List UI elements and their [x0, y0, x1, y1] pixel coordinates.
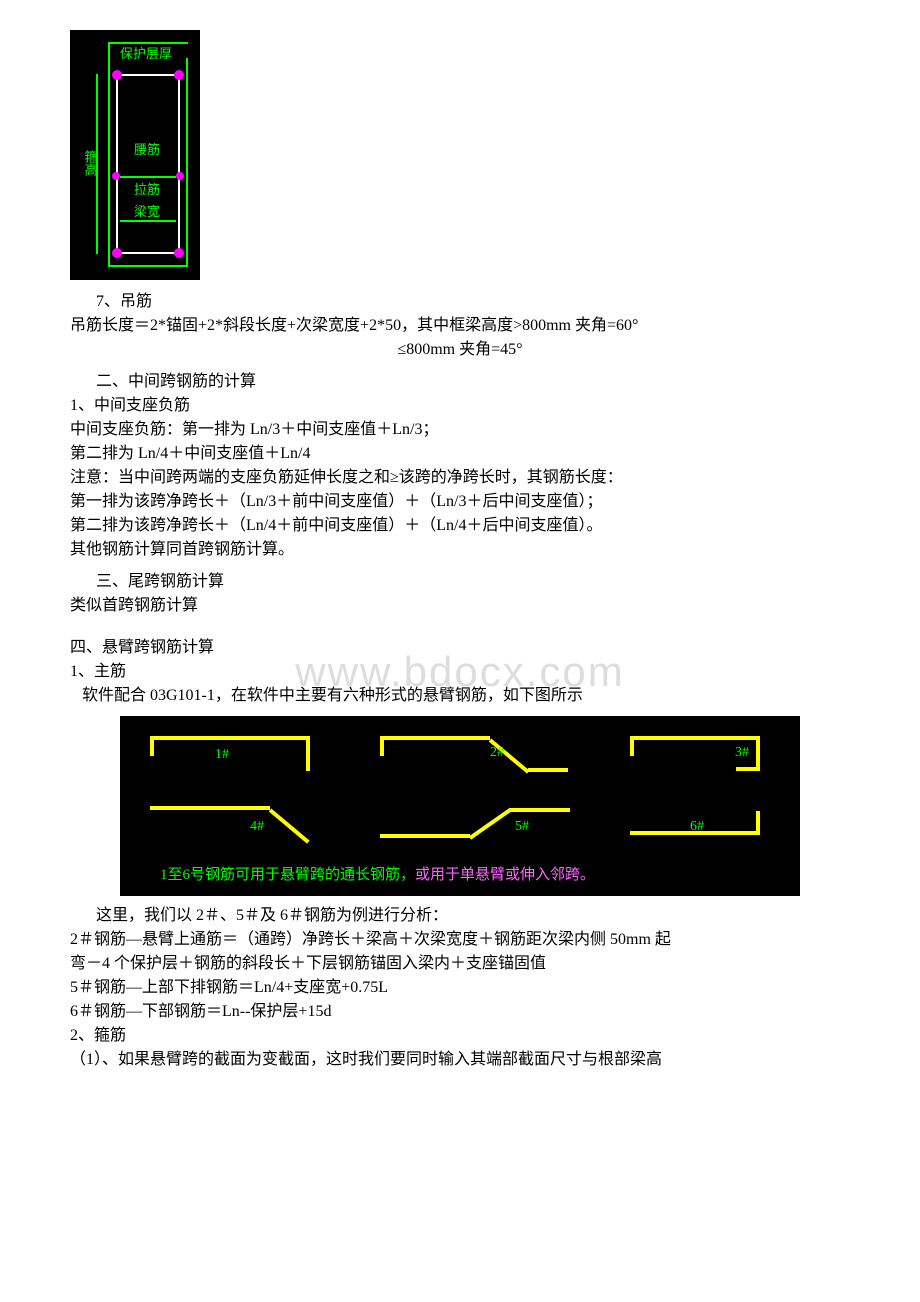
rebar-dot: [174, 248, 184, 258]
s2-item: 第二排为该跨净跨长＋（Ln/4＋前中间支座值）＋（Ln/4＋后中间支座值）。: [70, 514, 920, 538]
s2-item: 注意：当中间跨两端的支座负筋延伸长度之和≥该跨的净跨长时，其钢筋长度：: [70, 466, 920, 490]
s2-item: 第二排为 Ln/4＋中间支座值＋Ln/4: [70, 442, 920, 466]
bar: [736, 767, 760, 771]
s2-item: 其他钢筋计算同首跨钢筋计算。: [70, 538, 920, 562]
s2-item: 1、中间支座负筋: [70, 394, 920, 418]
analysis-line: 2＃钢筋—悬臂上通筋＝（通跨）净跨长＋梁高＋次梁宽度＋钢筋距次梁内侧 50mm …: [70, 928, 920, 952]
analysis-line: （1）、如果悬臂跨的截面为变截面，这时我们要同时输入其端部截面尺寸与根部梁高: [70, 1048, 920, 1072]
section-4-title: 四、悬臂跨钢筋计算: [70, 636, 920, 660]
bar: [528, 768, 568, 772]
inner-line: [178, 74, 180, 254]
rebar-dot: [112, 248, 122, 258]
rebar-dot: [112, 172, 120, 180]
bar: [380, 834, 470, 838]
shape-label: 6#: [690, 816, 704, 837]
width-dim-line: [120, 220, 176, 222]
beam-section-diagram: 保护层厚 腰筋 拉筋 梁宽 箍高: [70, 30, 200, 280]
bar: [150, 736, 310, 740]
section-7-line1: 吊筋长度＝2*锚固+2*斜段长度+次梁宽度+2*50，其中框梁高度>800mm …: [70, 314, 920, 338]
shape-label: 3#: [735, 742, 749, 763]
s3-line: 类似首跨钢筋计算: [70, 594, 920, 618]
bar: [510, 808, 570, 812]
bar: [380, 736, 490, 740]
analysis-line: 5＃钢筋—上部下排钢筋＝Ln/4+支座宽+0.75L: [70, 976, 920, 1000]
inner-line: [116, 74, 118, 254]
shape-label: 2#: [490, 742, 504, 763]
tie-line: [120, 176, 176, 178]
analysis-line: 6＃钢筋—下部钢筋＝Ln--保护层+15d: [70, 1000, 920, 1024]
bar: [756, 736, 760, 771]
s4-i1: 1、主筋: [70, 660, 920, 684]
beam-width-label: 梁宽: [134, 202, 160, 222]
bar: [306, 736, 310, 771]
section-7-line2: ≤800mm 夹角=45°: [0, 338, 920, 362]
analysis-line: 2、箍筋: [70, 1024, 920, 1048]
section-3-title: 三、尾跨钢筋计算: [96, 570, 920, 594]
section-2-title: 二、中间跨钢筋的计算: [96, 370, 920, 394]
tie-label: 拉筋: [134, 180, 160, 200]
rebar-dot: [174, 70, 184, 80]
outer-line: [108, 42, 110, 267]
shape-label: 4#: [250, 816, 264, 837]
note-part-a: 1至6号钢筋可用于悬臂跨的通长钢筋，: [160, 867, 415, 883]
inner-line: [116, 252, 180, 254]
diagram-note: 1至6号钢筋可用于悬臂跨的通长钢筋，或用于单悬臂或伸入邻跨。: [160, 864, 595, 887]
section-7-title: 7、吊筋: [96, 290, 920, 314]
bar: [756, 811, 760, 835]
bar: [269, 808, 310, 843]
s2-item: 第一排为该跨净跨长＋（Ln/3＋前中间支座值）＋（Ln/3＋后中间支座值）；: [70, 490, 920, 514]
cantilever-forms-diagram: 1# 2# 3# 4# 5# 6# 1至6号钢筋可用于悬臂跨的通长钢筋，或用于单…: [120, 716, 800, 896]
bar: [469, 808, 512, 840]
s4-i2: 软件配合 03G101-1，在软件中主要有六种形式的悬臂钢筋，如下图所示: [70, 684, 920, 708]
waist-label: 腰筋: [134, 140, 160, 160]
outer-line: [108, 265, 188, 267]
analysis-intro: 这里，我们以 2＃、5＃及 6＃钢筋为例进行分析：: [96, 904, 920, 928]
shape-label: 1#: [215, 744, 229, 765]
cover-label: 保护层厚: [120, 44, 172, 64]
outer-line: [186, 58, 188, 267]
rebar-dot: [176, 172, 184, 180]
shape-label: 5#: [515, 816, 529, 837]
note-part-b: 或用于单悬臂或伸入邻跨。: [415, 867, 595, 883]
inner-line: [116, 74, 180, 76]
left-dim-line: [96, 74, 98, 254]
rebar-dot: [112, 70, 122, 80]
bar: [630, 736, 760, 740]
s2-item: 中间支座负筋：第一排为 Ln/3＋中间支座值＋Ln/3；: [70, 418, 920, 442]
analysis-line: 弯－4 个保护层＋钢筋的斜段长＋下层钢筋锚固入梁内＋支座锚固值: [70, 952, 920, 976]
bar: [150, 806, 270, 810]
